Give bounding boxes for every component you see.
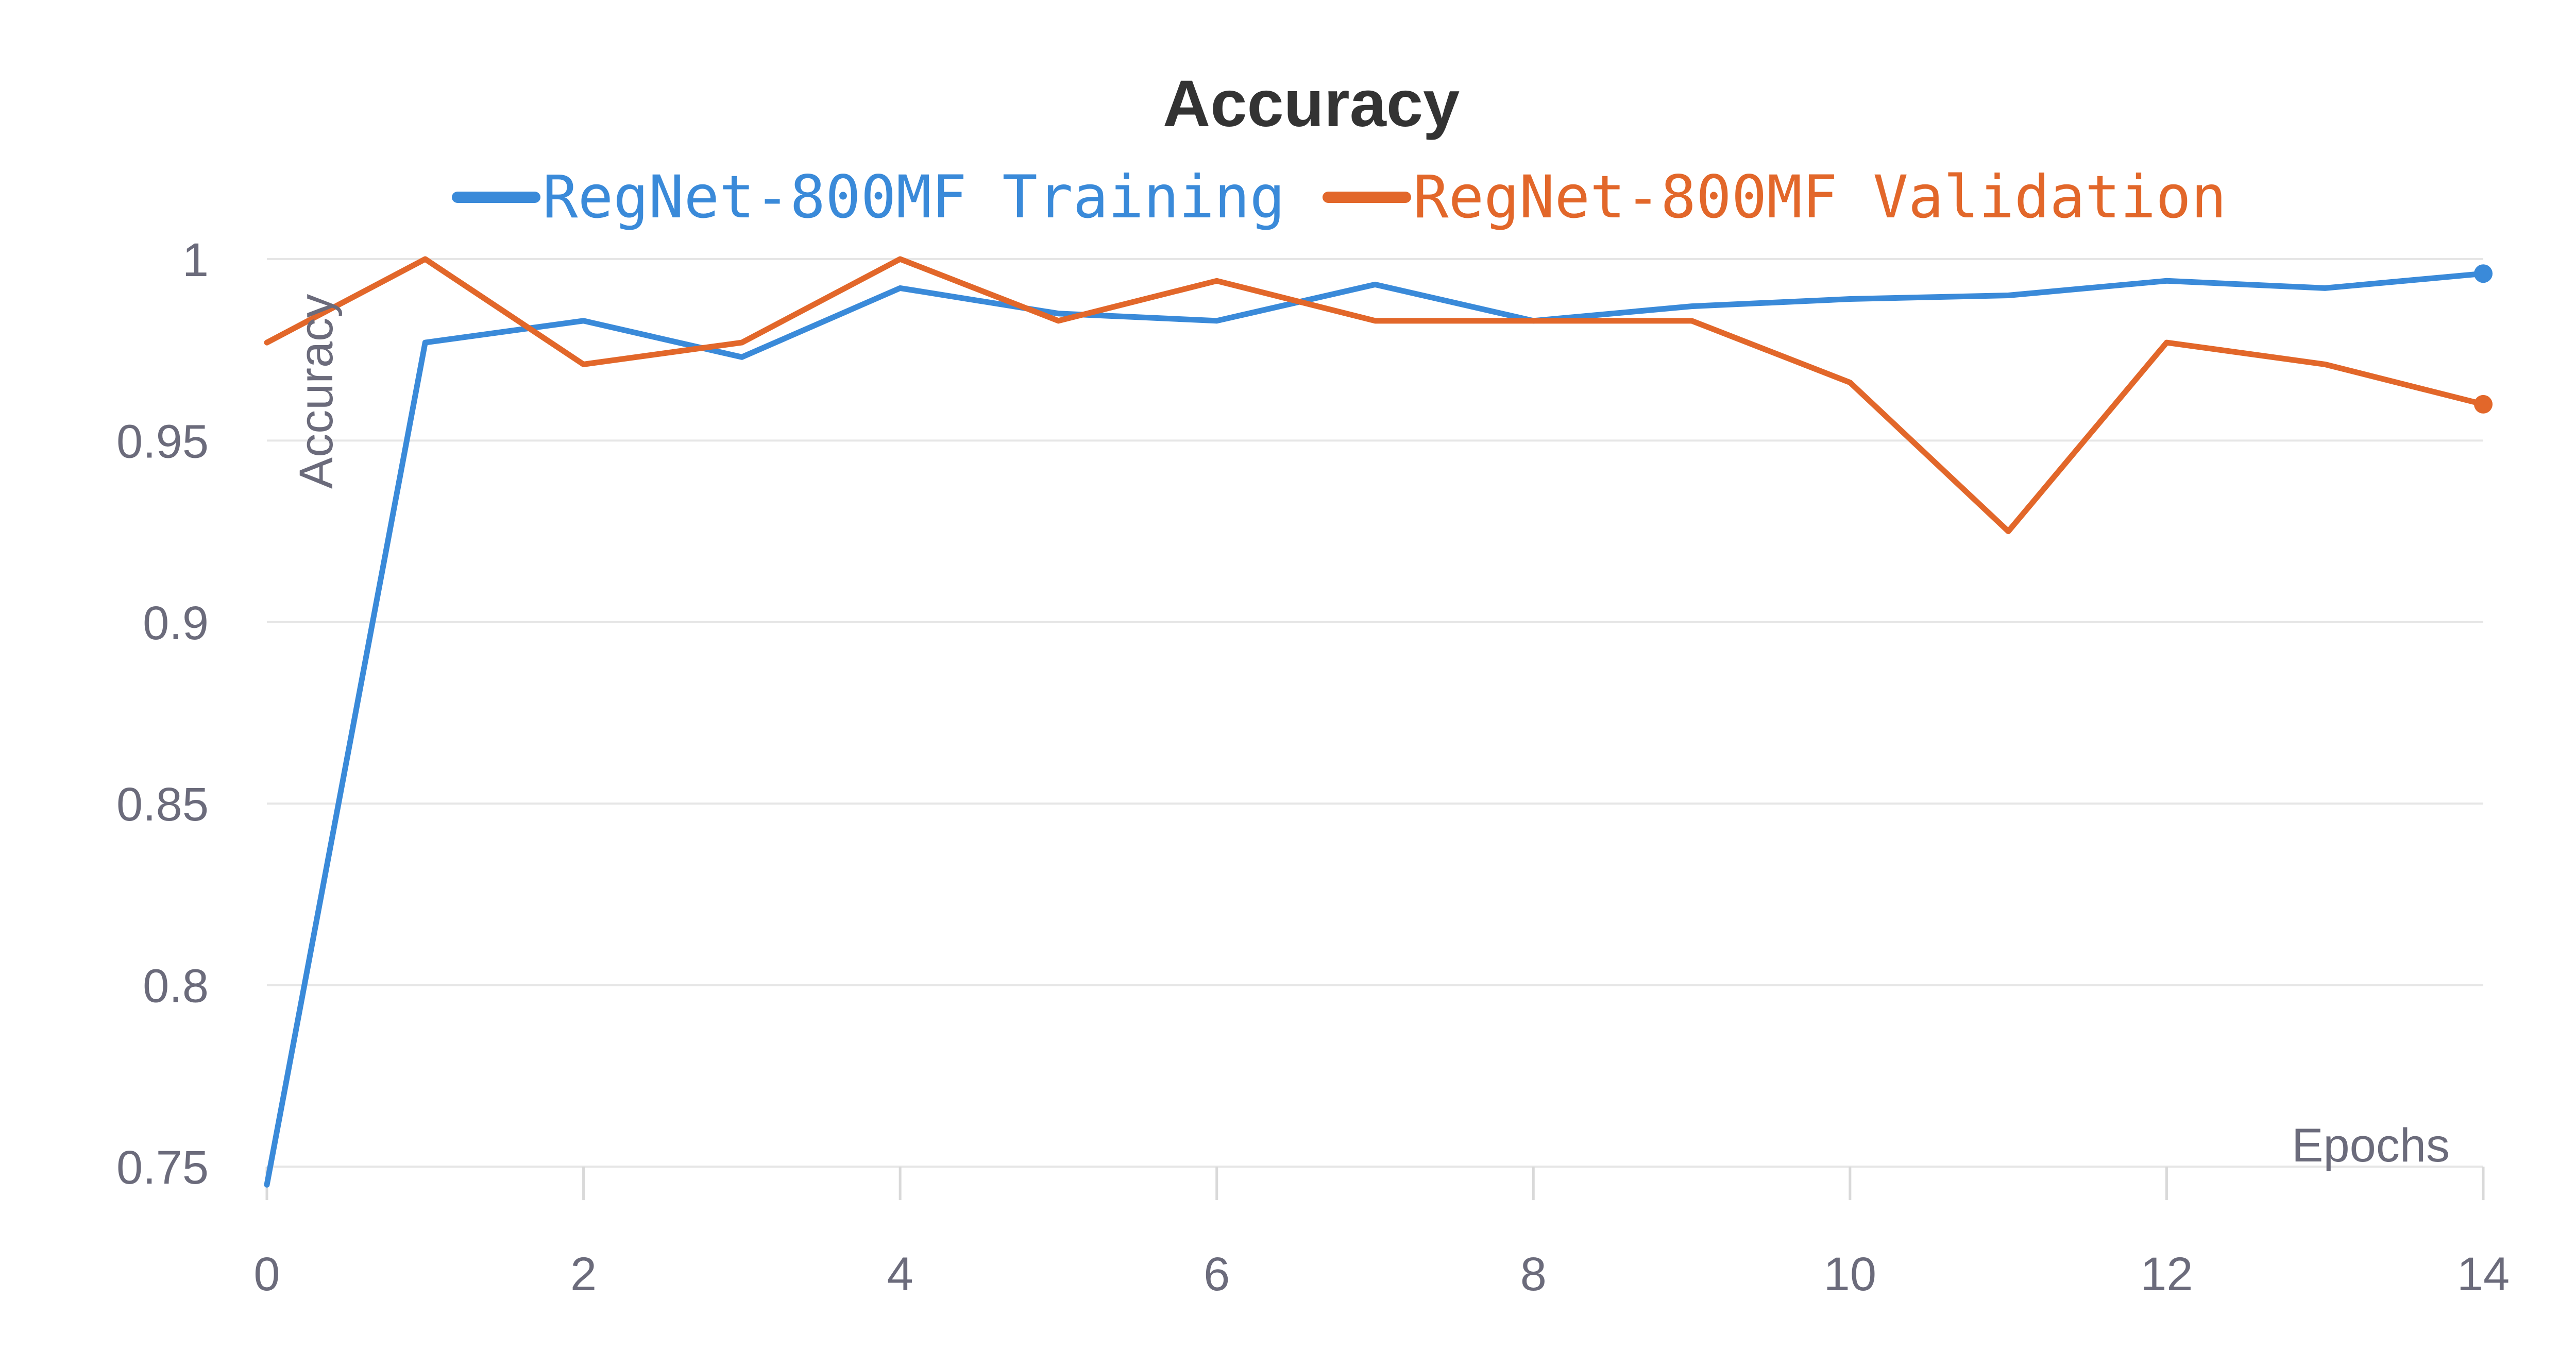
- y-tick-label: 0.75: [116, 1141, 209, 1194]
- y-tick-label: 0.95: [116, 415, 209, 468]
- series-line-0: [264, 270, 2486, 1188]
- y-tick-label: 0.8: [143, 960, 209, 1013]
- legend-label-1: RegNet-800MF Validation: [1413, 163, 2227, 231]
- x-tick-label: 14: [2457, 1248, 2510, 1301]
- x-tick-label: 6: [1204, 1248, 1230, 1301]
- series-lines: [264, 256, 2493, 1188]
- series-end-point-0: [2474, 264, 2493, 283]
- series-end-point-1: [2474, 395, 2493, 414]
- chart-title: Accuracy: [1163, 67, 1460, 141]
- y-axis-ticks: 0.75 0.8 0.85 0.9 0.95 1: [116, 234, 209, 1194]
- series-line-1: [264, 256, 2486, 535]
- x-tick-label: 4: [887, 1248, 913, 1301]
- x-tick-label: 0: [253, 1248, 280, 1301]
- x-tick-label: 10: [1824, 1248, 1876, 1301]
- x-axis: 0 2 4 6 8 10 12 14: [253, 1167, 2510, 1301]
- y-tick-label: 0.85: [116, 778, 209, 831]
- x-axis-label: Epochs: [2292, 1119, 2450, 1172]
- grid-lines: [267, 258, 2483, 1168]
- x-tick-label: 12: [2140, 1248, 2193, 1301]
- y-axis-label: Accuracy: [290, 294, 343, 489]
- x-tick-label: 8: [1520, 1248, 1547, 1301]
- legend: RegNet-800MF Training RegNet-800MF Valida…: [452, 163, 2227, 231]
- y-tick-label: 1: [182, 234, 209, 286]
- x-tick-label: 2: [570, 1248, 597, 1301]
- y-tick-label: 0.9: [143, 597, 209, 649]
- legend-label-0: RegNet-800MF Training: [543, 163, 1285, 231]
